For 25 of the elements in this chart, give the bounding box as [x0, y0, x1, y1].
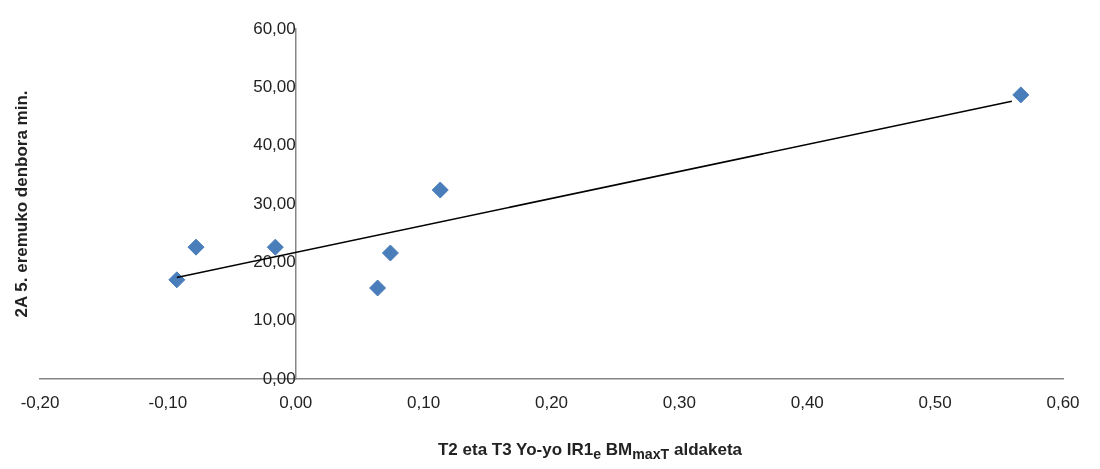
- point: [1012, 86, 1030, 104]
- y-tick-label: 30,00: [253, 193, 296, 213]
- point: [187, 238, 205, 256]
- y-tick-label: 20,00: [253, 252, 296, 272]
- y-tick-label: 60,00: [253, 18, 296, 38]
- point: [369, 279, 387, 297]
- x-tick-label: 0,00: [279, 392, 313, 412]
- y-tick-label: 40,00: [253, 135, 296, 155]
- x-tick-label: 0,40: [790, 392, 824, 412]
- x-tick-label: -0,20: [20, 392, 60, 412]
- x-tick-label: 0,50: [918, 392, 952, 412]
- x-tick-label: 0,10: [407, 392, 441, 412]
- x-tick-label: 0,20: [534, 392, 569, 412]
- point: [431, 181, 449, 199]
- y-tick-label: 0,00: [262, 368, 296, 388]
- point: [168, 271, 186, 289]
- y-tick-label: 10,00: [253, 310, 296, 330]
- x-tick-label: 0,60: [1046, 392, 1080, 412]
- x-tick-label: -0,10: [148, 392, 188, 412]
- x-axis-title: T2 eta T3 Yo-yo IR1$_{e}$ BM$_{maxT}$ aldaketa: [436, 440, 743, 463]
- point: [266, 238, 284, 256]
- point: [381, 244, 399, 262]
- y-axis-title: 2A 5. eremuko denbora min.: [11, 90, 31, 318]
- x-tick-label: 0,30: [662, 392, 696, 412]
- y-tick-label: 50,00: [253, 77, 296, 97]
